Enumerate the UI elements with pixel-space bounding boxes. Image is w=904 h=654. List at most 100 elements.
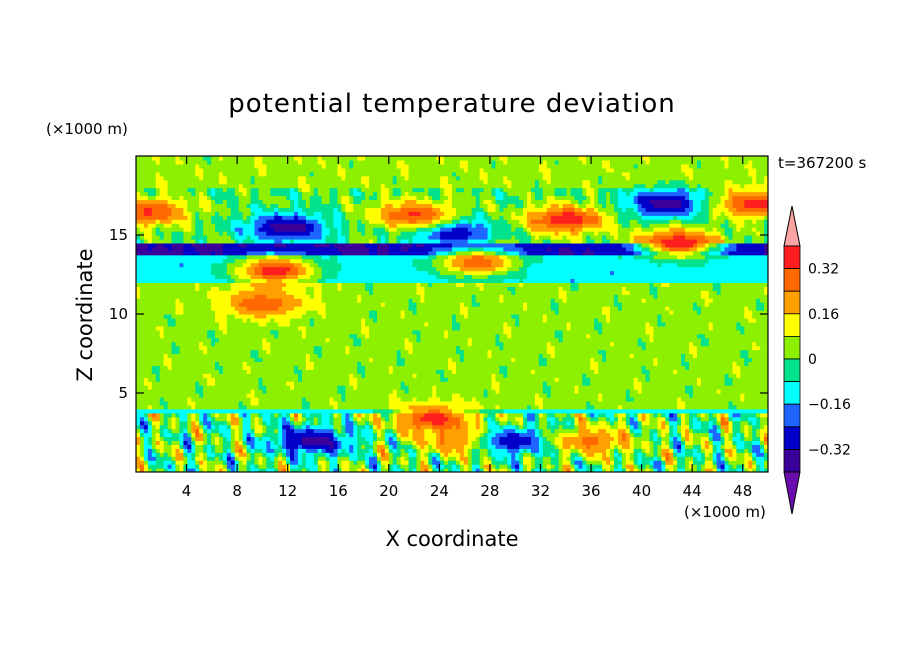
field-cell <box>167 187 188 193</box>
field-cell <box>440 436 445 441</box>
field-cell <box>724 187 730 193</box>
field-cell <box>290 238 295 244</box>
field-cell <box>732 381 768 386</box>
field-cell <box>756 452 765 457</box>
field-cell <box>171 235 184 240</box>
field-cell <box>151 412 157 418</box>
field-cell <box>594 195 599 201</box>
field-cell <box>704 235 722 240</box>
field-cell <box>696 211 710 216</box>
field-cell <box>278 329 303 335</box>
field-cell <box>677 444 682 449</box>
field-cell <box>361 329 370 335</box>
field-cell <box>242 191 248 197</box>
field-cell <box>440 159 445 165</box>
field-cell <box>337 432 346 438</box>
field-cell <box>222 436 228 441</box>
field-cell <box>649 416 658 422</box>
field-cell <box>649 199 682 204</box>
field-cell <box>357 227 366 232</box>
field-cell <box>487 211 512 216</box>
field-cell <box>262 341 271 347</box>
field-cell <box>661 420 666 426</box>
field-cell <box>400 314 406 319</box>
field-cell <box>744 468 749 472</box>
field-cell <box>629 420 639 426</box>
field-cell <box>708 452 714 457</box>
field-cell <box>143 381 153 386</box>
field-cell <box>503 373 508 378</box>
field-cell <box>234 238 240 244</box>
field-cell <box>633 163 639 169</box>
field-cell <box>613 412 619 418</box>
field-cell <box>155 242 165 248</box>
field-cell <box>598 179 603 185</box>
field-cell <box>728 400 734 406</box>
field-cell <box>175 424 181 430</box>
field-cell <box>404 314 453 319</box>
field-cell <box>448 377 493 382</box>
field-cell <box>732 416 741 422</box>
field-cell <box>538 444 544 449</box>
field-cell <box>625 389 631 394</box>
field-cell <box>598 393 603 398</box>
field-cell <box>491 353 540 359</box>
field-cell <box>566 187 572 193</box>
field-cell <box>290 464 299 469</box>
field-cell <box>744 452 749 457</box>
field-cell <box>677 460 686 465</box>
field-cell <box>677 452 686 457</box>
field-cell <box>728 452 734 457</box>
field-cell <box>736 404 768 410</box>
field-cell <box>171 416 177 422</box>
field-cell <box>519 468 524 472</box>
field-cell <box>515 290 560 295</box>
field-cell <box>732 361 737 366</box>
field-cell <box>136 286 141 291</box>
field-cell <box>483 460 493 465</box>
field-cell <box>685 448 694 453</box>
field-cell <box>266 385 291 390</box>
field-cell <box>444 199 453 204</box>
field-cell <box>724 444 734 449</box>
field-cell <box>345 416 350 422</box>
field-cell <box>752 175 757 181</box>
field-cell <box>483 393 489 398</box>
field-cell <box>479 444 489 449</box>
field-cell <box>704 464 714 469</box>
field-cell <box>294 428 307 434</box>
field-cell <box>661 452 666 457</box>
field-cell <box>756 468 761 472</box>
field-cell <box>712 460 718 465</box>
field-cell <box>270 191 291 197</box>
field-cell <box>238 207 252 212</box>
field-cell <box>740 416 749 422</box>
field-cell <box>732 195 768 201</box>
field-cell <box>444 420 461 426</box>
field-cell <box>408 219 418 224</box>
field-cell <box>218 412 228 418</box>
field-cell <box>538 424 548 430</box>
field-cell <box>515 424 520 430</box>
field-cell <box>266 250 275 256</box>
field-cell <box>309 317 315 323</box>
field-cell <box>732 187 768 193</box>
field-cell <box>159 219 173 224</box>
field-cell <box>649 377 698 382</box>
field-cell <box>661 314 745 319</box>
field-cell <box>404 448 410 453</box>
field-cell <box>159 440 165 445</box>
field-cell <box>191 223 196 228</box>
field-cell <box>408 460 418 465</box>
field-cell <box>250 199 263 204</box>
field-cell <box>689 436 694 441</box>
field-cell <box>704 262 768 268</box>
field-cell <box>187 460 196 465</box>
field-cell <box>199 452 204 457</box>
field-cell <box>199 341 204 347</box>
field-cell <box>380 195 390 201</box>
field-cell <box>191 448 196 453</box>
field-cell <box>511 420 520 426</box>
field-cell <box>408 306 418 311</box>
field-cell <box>574 420 579 426</box>
